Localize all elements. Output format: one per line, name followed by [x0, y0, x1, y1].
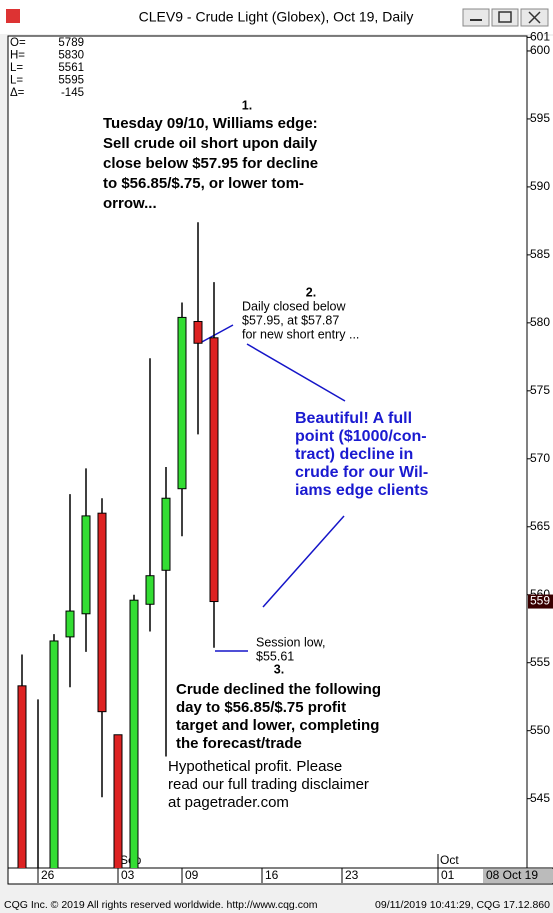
x-axis-area: [7, 867, 553, 885]
candle-body: [17, 685, 27, 868]
y-tick-label: 545: [530, 791, 550, 805]
annotation-line: to $56.85/$.75, or lower tom-: [103, 175, 304, 192]
annotation-line: the forecast/trade: [176, 735, 302, 752]
annotation-line: Beautiful! A full: [295, 410, 412, 427]
ohlc-value: 5595: [58, 75, 84, 87]
y-tick-label: 600: [530, 43, 550, 57]
window-title: CLEV9 - Crude Light (Globex), Oct 19, Da…: [139, 9, 414, 25]
annotation-line: crude for our Wil-: [295, 464, 428, 481]
y-tick-label: 575: [530, 383, 550, 397]
annotation-line: at pagetrader.com: [168, 794, 289, 811]
candle-body: [113, 734, 123, 868]
y-tick-label: 570: [530, 451, 550, 465]
y-tick-label: 595: [530, 111, 550, 125]
plot-area: [7, 35, 528, 869]
annotation-number: 3.: [274, 662, 284, 676]
candle-body: [145, 575, 155, 605]
date-box-label: 08 Oct 19: [486, 868, 538, 882]
x-tick-label: 23: [345, 868, 359, 882]
annotation-line: Crude declined the following: [176, 681, 381, 698]
annotation-number: 2.: [306, 285, 316, 299]
last-price-box: [528, 594, 553, 609]
candle-body: [49, 640, 59, 868]
x-tick-label: 01: [441, 868, 455, 882]
minimize-button[interactable]: [462, 8, 490, 27]
x-tick-label: 26: [41, 868, 55, 882]
annotation-number: 1.: [242, 98, 252, 112]
annotation-line: $55.61: [256, 649, 294, 663]
footer-left: CQG Inc. © 2019 All rights reserved worl…: [4, 899, 318, 911]
candle-body: [97, 512, 107, 713]
annotation-line: iams edge clients: [295, 482, 428, 499]
annotation-lines: [199, 324, 346, 652]
maximize-icon: [498, 11, 512, 23]
title-bar: [0, 0, 553, 34]
annotation-line: close below $57.95 for decline: [103, 155, 318, 172]
ohlc-value: 5561: [58, 62, 84, 74]
pointer-line: [199, 324, 234, 344]
annotation-line: Sell crude oil short upon daily: [103, 135, 318, 152]
date-box: [483, 869, 553, 883]
ohlc-label: L=: [10, 62, 23, 74]
close-icon: [528, 11, 541, 24]
ohlc-label: Δ=: [10, 87, 25, 99]
annotation-line: for new short entry ...: [242, 327, 359, 341]
candle-body: [177, 316, 187, 490]
annotation-line: day to $56.85/$.75 profit: [176, 699, 346, 716]
annotation-line: $57.95, at $57.87: [242, 313, 339, 327]
annotation-line: orrow...: [103, 195, 157, 212]
x-tick-label: 16: [265, 868, 279, 882]
candle-body: [81, 515, 91, 615]
y-axis-area: [527, 36, 553, 868]
y-tick-label: 555: [530, 655, 550, 669]
x-tick-label: 09: [185, 868, 199, 882]
pointer-line: [246, 343, 346, 402]
y-tick-label: 550: [530, 723, 550, 737]
app-icon: [6, 9, 20, 23]
annotation-line: Hypothetical profit. Please: [168, 758, 342, 775]
candle-body: [65, 610, 75, 638]
candle-body: [129, 599, 139, 868]
month-label: Oct: [440, 853, 459, 867]
ohlc-label: H=: [10, 50, 25, 62]
annotation-line: Daily closed below: [242, 299, 346, 313]
candles: [17, 222, 219, 868]
y-tick-label: 565: [530, 519, 550, 533]
annotation-line: tract) decline in: [295, 446, 413, 463]
y-tick-label: 585: [530, 247, 550, 261]
annotation-line: Tuesday 09/10, Williams edge:: [103, 115, 318, 132]
footer-right: 09/11/2019 10:41:29, CQG 17.12.860: [375, 899, 550, 911]
footer-bar: [0, 895, 553, 913]
y-tick-label: 601: [530, 30, 550, 44]
candle-body: [193, 320, 203, 344]
candle-body: [161, 497, 171, 571]
y-tick-label: 590: [530, 179, 550, 193]
annotation-line: point ($1000/con-: [295, 428, 427, 445]
ohlc-value: -145: [61, 87, 84, 99]
annotation-line: read our full trading disclaimer: [168, 776, 369, 793]
pointer-line: [262, 515, 345, 608]
ohlc-value: 5789: [58, 37, 84, 49]
ohlc-label: L=: [10, 75, 23, 87]
y-tick-label: 580: [530, 315, 550, 329]
candle-body: [209, 337, 219, 603]
last-price-label: 559: [530, 594, 550, 608]
annotation-line: target and lower, completing: [176, 717, 379, 734]
ohlc-value: 5830: [58, 50, 84, 62]
annotation-line: Session low,: [256, 635, 325, 649]
ohlc-label: O=: [10, 37, 26, 49]
x-tick-label: 03: [121, 868, 135, 882]
